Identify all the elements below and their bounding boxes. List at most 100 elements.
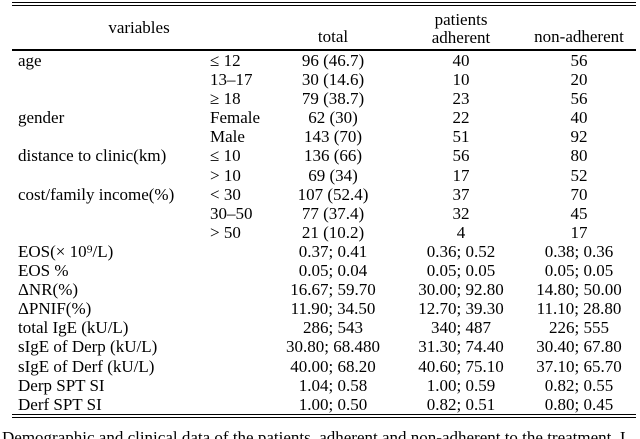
variable-cell	[12, 223, 210, 242]
category-cell: ≤ 10	[210, 146, 241, 166]
table-row: Derf SPT SI 1.00; 0.50 0.82; 0.51 0.80; 0.4…	[12, 395, 636, 416]
category-cell	[210, 242, 266, 261]
col-header-patients-line2: adherent	[431, 28, 491, 47]
non-adherent-cell: 56	[570, 51, 588, 70]
total-cell: 62 (30)	[308, 108, 358, 128]
total-cell: 16.67; 59.70	[290, 280, 376, 300]
category-cell	[210, 318, 266, 337]
adherent-cell: 56	[452, 146, 470, 166]
adherent-cell: 30.00; 92.80	[418, 280, 504, 300]
variable-cell: EOS %	[18, 261, 69, 281]
col-header-patients-adherent: patients adherent	[400, 4, 523, 51]
non-adherent-cell: 40	[570, 108, 588, 128]
variable-cell	[12, 127, 210, 146]
category-cell	[210, 299, 266, 318]
adherent-cell: 1.00; 0.59	[426, 375, 496, 395]
total-cell: 77 (37.4)	[301, 203, 365, 223]
variable-cell	[12, 166, 210, 185]
adherent-cell: 4	[456, 222, 466, 242]
table-row: gender Female 62 (30) 22 40	[12, 108, 636, 127]
category-cell: 13–17	[210, 70, 253, 90]
table-row: Male 143 (70) 51 92	[12, 127, 636, 146]
header-row: variables total patients adherent non-ad…	[12, 4, 637, 51]
table-row: > 10 69 (34) 17 52	[12, 166, 636, 185]
category-cell	[210, 395, 266, 416]
variable-cell: Derf SPT SI	[18, 394, 102, 414]
table-row: ΔNR(%) 16.67; 59.70 30.00; 92.80 14.80; 50.…	[12, 280, 636, 299]
adherent-cell: 40	[452, 51, 470, 70]
variable-cell: sIgE of Derf (kU/L)	[18, 356, 155, 376]
non-adherent-cell: 0.38; 0.36	[544, 241, 614, 261]
category-cell: ≥ 18	[210, 89, 241, 109]
col-header-patients-line1: patients	[434, 10, 488, 29]
table-row: Derp SPT SI 1.04; 0.58 1.00; 0.59 0.82; 0.5…	[12, 376, 636, 395]
total-cell: 1.04; 0.58	[298, 375, 368, 395]
adherent-cell: 23	[452, 89, 470, 109]
adherent-cell: 0.05; 0.05	[426, 261, 496, 281]
adherent-cell: 0.36; 0.52	[426, 241, 496, 261]
adherent-cell: 22	[452, 108, 470, 128]
non-adherent-cell: 56	[570, 89, 588, 109]
table-row: 30–50 77 (37.4) 32 45	[12, 204, 636, 223]
col-header-non-adherent: non-adherent	[522, 4, 637, 51]
non-adherent-cell: 226; 555	[549, 318, 609, 338]
non-adherent-cell: 70	[570, 184, 588, 204]
total-cell: 136 (66)	[303, 146, 363, 166]
adherent-cell: 10	[452, 70, 470, 90]
variable-cell: cost/family income(%)	[18, 184, 175, 204]
category-cell	[210, 261, 266, 280]
category-cell	[210, 280, 266, 299]
table-row: EOS % 0.05; 0.04 0.05; 0.05 0.05; 0.05	[12, 261, 636, 280]
total-cell: 40.00; 68.20	[290, 356, 376, 376]
table-header: variables total patients adherent non-ad…	[12, 4, 637, 51]
table-row: sIgE of Derf (kU/L) 40.00; 68.20 40.60; 75…	[12, 357, 636, 376]
variable-cell: sIgE of Derp (kU/L)	[18, 337, 158, 357]
category-cell	[210, 357, 266, 376]
table-row: distance to clinic(km) ≤ 10 136 (66) 56 80	[12, 146, 636, 165]
col-header-total: total	[266, 4, 401, 51]
table-row: 13–17 30 (14.6) 10 20	[12, 70, 636, 89]
patients-table: variables total patients adherent non-ad…	[12, 2, 637, 418]
category-cell	[210, 337, 266, 356]
category-cell: < 30	[210, 184, 241, 204]
total-cell: 30.80; 68.480	[286, 337, 380, 357]
non-adherent-cell: 17	[570, 222, 588, 242]
adherent-cell: 31.30; 74.40	[418, 337, 504, 357]
total-cell: 1.00; 0.50	[298, 394, 368, 414]
table-row: total IgE (kU/L) 286; 543 340; 487 226; 555	[12, 318, 636, 337]
total-cell: 286; 543	[303, 318, 363, 338]
caption-text: Demographic and clinical data of the pat…	[2, 428, 626, 439]
total-cell: 107 (52.4)	[297, 184, 369, 204]
variable-cell: gender	[18, 108, 65, 128]
total-cell: 69 (34)	[308, 165, 358, 185]
total-cell: 79 (38.7)	[301, 89, 365, 109]
table-row: ≥ 18 79 (38.7) 23 56	[12, 89, 636, 108]
category-cell: > 50	[210, 222, 241, 242]
col-header-variables: variables	[12, 4, 267, 51]
table-row: > 50 21 (10.2) 4 17	[12, 223, 636, 242]
table-row: age ≤ 12 96 (46.7) 40 56	[12, 50, 636, 70]
total-cell: 11.90; 34.50	[290, 299, 376, 319]
non-adherent-cell: 30.40; 67.80	[536, 337, 622, 357]
total-cell: 143 (70)	[303, 127, 363, 147]
non-adherent-cell: 52	[570, 165, 588, 185]
adherent-cell: 17	[452, 165, 470, 185]
non-adherent-cell: 92	[570, 127, 588, 147]
table-row: ΔPNIF(%) 11.90; 34.50 12.70; 39.30 11.10; 2…	[12, 299, 636, 318]
category-cell	[210, 376, 266, 395]
variable-cell	[12, 204, 210, 223]
adherent-cell: 12.70; 39.30	[418, 299, 504, 319]
adherent-cell: 40.60; 75.10	[418, 356, 504, 376]
adherent-cell: 32	[452, 203, 470, 223]
total-cell: 0.37; 0.41	[298, 241, 368, 261]
table-body: age ≤ 12 96 (46.7) 40 56 13–17 30 (14.6) 10 20 ≥ …	[12, 50, 636, 416]
table-row: sIgE of Derp (kU/L) 30.80; 68.480 31.30; 7…	[12, 337, 636, 356]
category-cell: Female	[210, 108, 261, 128]
non-adherent-cell: 20	[570, 70, 588, 90]
non-adherent-cell: 0.82; 0.55	[544, 375, 614, 395]
variable-cell: ΔNR(%)	[18, 280, 79, 300]
variable-cell	[12, 89, 210, 108]
total-cell: 30 (14.6)	[301, 70, 365, 90]
variable-cell: age	[18, 51, 42, 70]
